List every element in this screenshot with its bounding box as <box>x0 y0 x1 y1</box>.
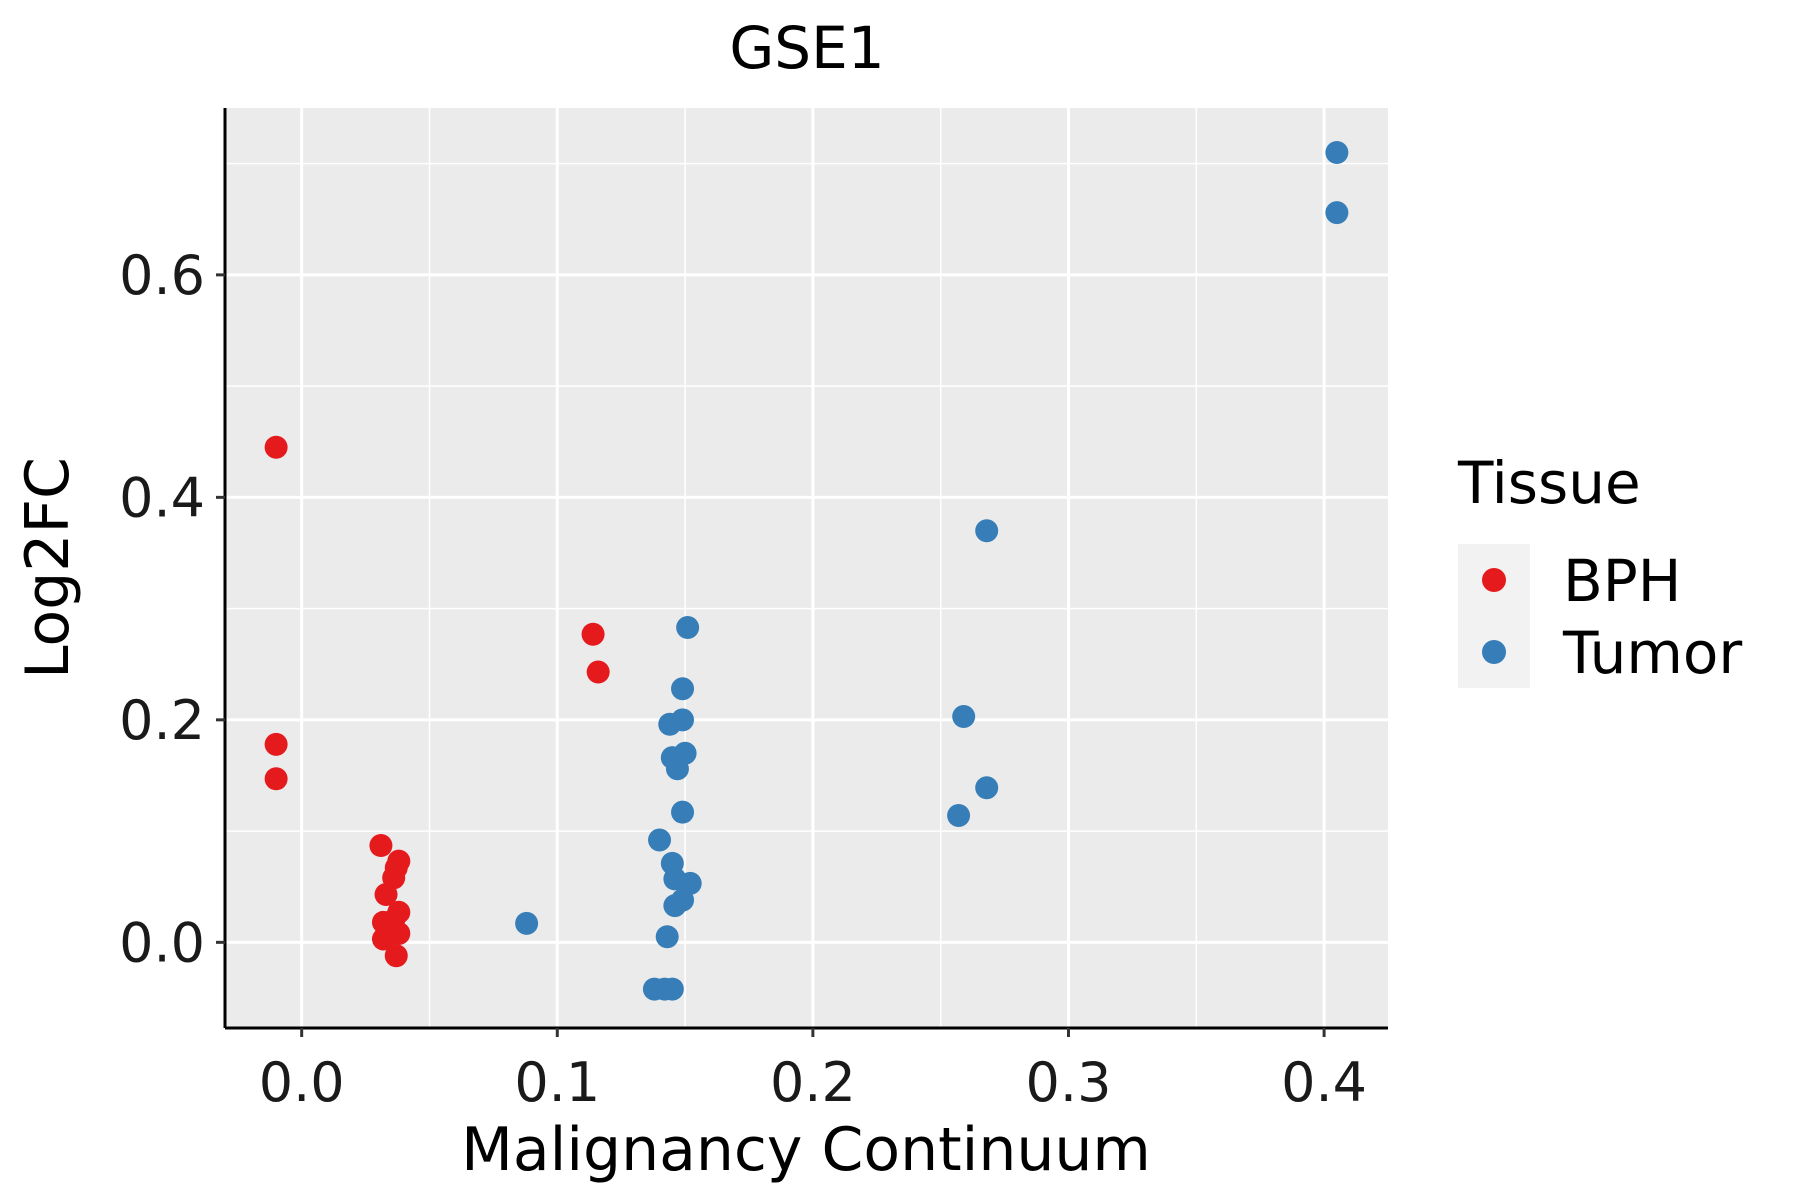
data-point-tumor <box>1325 201 1349 225</box>
data-point-tumor <box>671 677 695 701</box>
x-tick-label: 0.4 <box>1281 1051 1367 1114</box>
legend-label-bph: BPH <box>1563 547 1681 615</box>
legend-label-tumor: Tumor <box>1562 619 1742 687</box>
data-point-tumor <box>676 616 700 640</box>
plot-panel <box>225 108 1388 1028</box>
y-tick-label: 0.6 <box>119 244 205 307</box>
y-tick-label: 0.2 <box>119 689 205 752</box>
data-point-bph <box>264 767 288 791</box>
legend: Tissue BPH Tumor <box>1457 449 1742 688</box>
x-tick-label: 0.1 <box>514 1051 600 1114</box>
data-point-bph <box>369 834 393 858</box>
y-axis-ticks: 0.0 0.2 0.4 0.6 <box>119 244 225 974</box>
data-points <box>264 140 1349 1001</box>
x-axis-label: Malignancy Continuum <box>461 1115 1151 1185</box>
y-tick-label: 0.4 <box>119 466 205 529</box>
data-point-bph <box>374 883 398 907</box>
data-point-tumor <box>515 911 539 935</box>
x-tick-label: 0.0 <box>259 1051 345 1114</box>
major-gridlines <box>225 108 1388 1028</box>
y-tick-label: 0.0 <box>119 911 205 974</box>
data-point-tumor <box>648 828 672 852</box>
data-point-tumor <box>975 776 999 800</box>
x-tick-label: 0.3 <box>1026 1051 1112 1114</box>
data-point-bph <box>264 435 288 459</box>
x-axis-ticks: 0.0 0.1 0.2 0.3 0.4 <box>259 1028 1367 1114</box>
data-point-bph <box>387 921 411 945</box>
data-point-tumor <box>671 800 695 824</box>
data-point-bph <box>264 732 288 756</box>
legend-key-bph <box>1482 568 1506 592</box>
legend-title: Tissue <box>1457 449 1641 517</box>
data-point-bph <box>586 660 610 684</box>
data-point-tumor <box>975 519 999 543</box>
data-point-tumor <box>658 712 682 736</box>
y-axis-label: Log2FC <box>13 457 83 679</box>
data-point-tumor <box>1325 140 1349 164</box>
data-point-tumor <box>952 705 976 729</box>
minor-gridlines <box>225 108 1388 1028</box>
chart-title: GSE1 <box>729 14 884 82</box>
data-point-tumor <box>947 804 971 828</box>
x-tick-label: 0.2 <box>770 1051 856 1114</box>
legend-key-tumor <box>1482 640 1506 664</box>
data-point-tumor <box>665 757 689 781</box>
data-point-tumor <box>655 925 679 949</box>
data-point-bph <box>384 944 408 968</box>
data-point-tumor <box>663 894 687 918</box>
data-point-bph <box>581 622 605 646</box>
data-point-tumor <box>660 977 684 1001</box>
